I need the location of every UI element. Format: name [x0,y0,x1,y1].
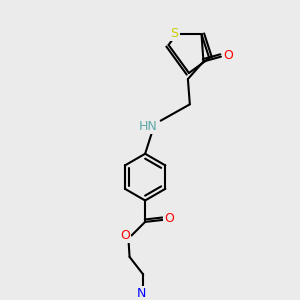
Text: HN: HN [139,120,158,133]
Text: S: S [170,27,178,40]
Text: N: N [136,287,146,300]
Text: O: O [223,49,233,62]
Text: O: O [120,229,130,242]
Text: O: O [164,212,174,226]
